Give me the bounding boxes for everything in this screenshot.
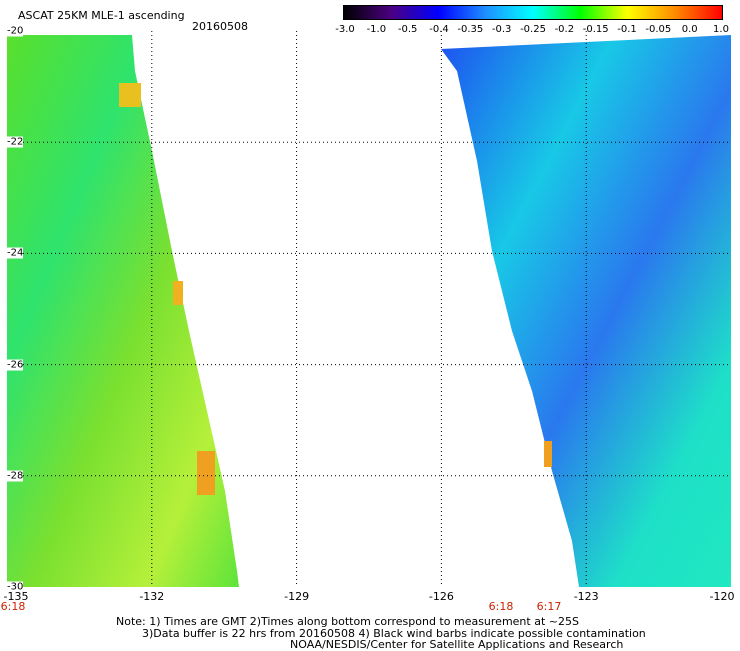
gridlines bbox=[7, 31, 731, 587]
west-swath bbox=[7, 35, 239, 587]
lon-tick-label: -123 bbox=[573, 590, 599, 603]
lat-tick-label: -28 bbox=[7, 470, 24, 482]
map-title: ASCAT 25KM MLE-1 ascending bbox=[18, 9, 185, 22]
colorbar-label: -0.2 bbox=[554, 24, 575, 35]
highlight-west-c bbox=[197, 451, 215, 495]
lon-tick-label: -129 bbox=[284, 590, 310, 603]
note-line-2: 3)Data buffer is 22 hrs from 20160508 4)… bbox=[142, 627, 646, 640]
lon-tick-label: -132 bbox=[139, 590, 165, 603]
colorbar bbox=[343, 5, 723, 20]
lat-tick-label: -26 bbox=[7, 359, 24, 371]
colorbar-label: -0.15 bbox=[582, 24, 609, 35]
lat-tick-label: -20 bbox=[7, 25, 24, 37]
colorbar-label: -0.35 bbox=[457, 24, 484, 35]
note-line-1: Note: 1) Times are GMT 2)Times along bot… bbox=[116, 615, 579, 628]
colorbar-label: -0.4 bbox=[429, 24, 449, 35]
lat-tick-label: -22 bbox=[7, 136, 24, 148]
lon-tick-label: -120 bbox=[709, 590, 735, 603]
highlight-east-a bbox=[544, 441, 552, 467]
time-label-2: 6:18 bbox=[488, 600, 514, 613]
time-label-3: 6:17 bbox=[536, 600, 562, 613]
colorbar-label: 0.0 bbox=[681, 24, 698, 35]
lat-tick-label: -30 bbox=[7, 581, 24, 593]
colorbar-label: 1.0 bbox=[713, 24, 729, 35]
colorbar-label: -3.0 bbox=[335, 24, 355, 35]
swath-map bbox=[7, 31, 731, 587]
colorbar-label: -0.5 bbox=[397, 24, 418, 35]
highlight-west-a bbox=[119, 83, 141, 107]
lon-tick-label: -135 bbox=[3, 590, 29, 603]
map-date: 20160508 bbox=[192, 20, 248, 33]
highlight-west-b bbox=[173, 281, 183, 305]
colorbar-label: -0.25 bbox=[520, 24, 546, 35]
colorbar-label: -0.05 bbox=[645, 24, 672, 35]
lat-tick-label: -24 bbox=[7, 247, 24, 259]
time-label-1: 6:18 bbox=[0, 600, 26, 613]
colorbar-label: -1.0 bbox=[366, 24, 387, 35]
colorbar-label: -0.1 bbox=[617, 24, 637, 35]
lon-tick-label: -126 bbox=[428, 590, 454, 603]
colorbar-label: -0.3 bbox=[491, 24, 512, 35]
note-line-3: NOAA/NESDIS/Center for Satellite Applica… bbox=[290, 638, 624, 651]
